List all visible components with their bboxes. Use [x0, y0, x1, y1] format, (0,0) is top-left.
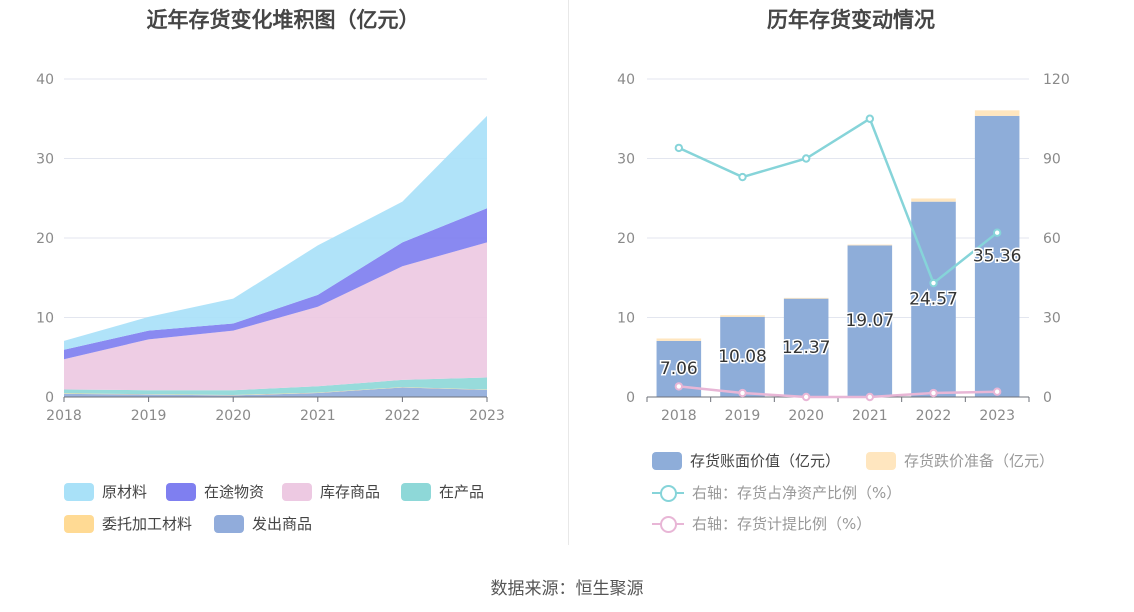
y-tick-label: 20 — [617, 231, 635, 247]
x-tick-label: 2019 — [725, 408, 761, 424]
line-series-2 — [678, 385, 998, 399]
x-tick-label: 2020 — [788, 408, 824, 424]
legend-item[interactable]: 库存商品 — [282, 481, 380, 502]
y2-tick-label: 90 — [1043, 152, 1061, 168]
legend-swatch — [401, 482, 431, 501]
y-tick-label: 0 — [45, 390, 54, 406]
legend-item[interactable]: 存货账面价值（亿元） — [652, 450, 840, 471]
x-tick-label: 2020 — [215, 408, 251, 424]
line-point — [865, 392, 875, 402]
legend-swatch — [652, 484, 684, 502]
line-point — [992, 387, 1002, 396]
line-point — [674, 382, 684, 391]
y-tick-label: 10 — [36, 311, 54, 327]
bar-data-label: 10.08 — [718, 347, 767, 367]
legend-label: 委托加工材料 — [102, 515, 193, 533]
stacked-area-chart: 0 10 20 30 40 2018 2019 2020 2021 2022 2023 — [36, 72, 505, 424]
line-point — [929, 388, 938, 398]
bar-impairment — [911, 198, 956, 202]
area-库存商品 — [64, 242, 487, 391]
legend-item[interactable]: 委托加工材料 — [64, 513, 192, 534]
legend-label: 发出商品 — [252, 515, 313, 533]
legend-label: 右轴：存货计提比例（%） — [692, 515, 872, 533]
panel-divider — [568, 0, 569, 545]
x-tick-label: 2022 — [385, 408, 421, 424]
y-tick-label: 10 — [617, 311, 635, 327]
area-原材料 — [64, 115, 487, 350]
legend-item[interactable]: 右轴：存货计提比例（%） — [652, 513, 871, 534]
y-tick-label: 0 — [626, 390, 635, 406]
bar-impairment — [720, 315, 765, 317]
legend-item[interactable]: 右轴：存货占净资产比例（%） — [652, 482, 901, 503]
area-在途物资 — [64, 208, 487, 360]
bar-data-label: 12.37 — [782, 338, 831, 358]
y2-tick-label: 60 — [1043, 231, 1061, 247]
left-chart-title: 近年存货变化堆积图（亿元） — [146, 8, 420, 32]
area-发出商品 — [64, 387, 487, 397]
line-point — [801, 392, 811, 402]
x-tick-label: 2021 — [300, 408, 336, 424]
legend-item[interactable]: 发出商品 — [214, 513, 312, 534]
bar-data-label: 35.36 — [973, 246, 1022, 266]
legend-label: 在途物资 — [204, 483, 265, 501]
bar-line-chart: 0 10 20 30 40 0 30 60 90 120 2018 2019 2020 2021 2022 2… — [617, 72, 1070, 424]
x-tick-label: 2018 — [46, 408, 82, 424]
bar-impairment — [847, 244, 893, 246]
line-point — [865, 114, 875, 123]
right-chart-title: 历年存货变动情况 — [767, 8, 935, 32]
bar-impairment — [783, 297, 829, 299]
legend-swatch — [282, 482, 312, 501]
x-tick-label: 2018 — [661, 408, 697, 424]
line-point — [992, 228, 1002, 237]
bar-data-label: 24.57 — [909, 289, 958, 309]
line-point — [738, 388, 747, 398]
line-series-1 — [678, 116, 998, 286]
legend-swatch — [64, 482, 94, 501]
line-point — [801, 154, 811, 163]
legend-item[interactable]: 在产品 — [401, 481, 484, 502]
y-tick-label: 30 — [617, 152, 635, 168]
legend-swatch — [866, 451, 896, 470]
legend-label: 库存商品 — [320, 483, 381, 501]
y2-tick-label: 120 — [1043, 72, 1070, 88]
x-tick-label: 2023 — [469, 408, 505, 424]
line-point — [674, 143, 684, 153]
data-source-note: 数据来源：恒生聚源 — [490, 579, 644, 599]
legend-swatch — [652, 515, 684, 533]
legend-swatch — [64, 514, 94, 533]
line-point — [929, 278, 938, 288]
legend-label: 在产品 — [439, 483, 485, 501]
legend-label: 存货账面价值（亿元） — [690, 452, 841, 470]
y-tick-label: 20 — [36, 231, 54, 247]
legend-label: 右轴：存货占净资产比例（%） — [692, 484, 902, 502]
bar-data-label: 7.06 — [660, 359, 698, 379]
bar-book-value — [847, 245, 893, 397]
line-point — [738, 172, 747, 182]
legend-label: 存货跌价准备（亿元） — [904, 452, 1055, 470]
bar-impairment — [974, 110, 1020, 116]
bar-book-value — [911, 201, 956, 397]
x-tick-label: 2022 — [916, 408, 952, 424]
bar-book-value — [974, 115, 1020, 397]
bar-book-value — [720, 316, 765, 397]
y2-tick-label: 30 — [1043, 311, 1061, 327]
legend-swatch — [166, 482, 196, 501]
y-tick-label: 30 — [36, 152, 54, 168]
y-tick-label: 40 — [36, 72, 54, 88]
y2-tick-label: 0 — [1043, 390, 1052, 406]
legend-item[interactable]: 在途物资 — [166, 481, 264, 502]
legend-swatch — [214, 514, 244, 533]
area-在产品 — [64, 377, 487, 396]
bar-book-value — [783, 298, 829, 397]
legend-item[interactable]: 原材料 — [64, 481, 147, 502]
bar-impairment — [656, 338, 702, 341]
y-tick-label: 40 — [617, 72, 635, 88]
bar-data-label: 19.07 — [845, 311, 894, 331]
legend-label: 原材料 — [102, 483, 148, 501]
legend-swatch — [652, 451, 682, 470]
x-tick-label: 2023 — [979, 408, 1015, 424]
x-tick-label: 2021 — [852, 408, 888, 424]
legend-item[interactable]: 存货跌价准备（亿元） — [866, 450, 1054, 471]
x-tick-label: 2019 — [131, 408, 167, 424]
